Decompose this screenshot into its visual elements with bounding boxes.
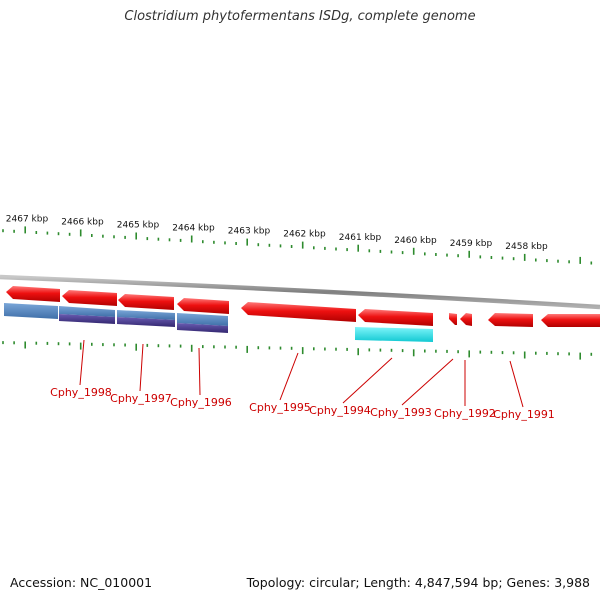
scale-label: 2464 kbp bbox=[172, 224, 215, 234]
feature-bar[interactable] bbox=[4, 303, 58, 319]
scale-labels: 2467 kbp 2466 kbp 2465 kbp 2464 kbp 2463 kbp… bbox=[6, 215, 548, 253]
gene-label[interactable]: Cphy_1995 bbox=[249, 401, 311, 414]
leader-line bbox=[342, 357, 393, 404]
gene-labels: Cphy_1998 Cphy_1997 Cphy_1996 Cphy_1995 … bbox=[50, 339, 555, 421]
map-title: Clostridium phytofermentans ISDg, comple… bbox=[124, 9, 476, 24]
gene-arrow[interactable] bbox=[449, 313, 457, 325]
scale-label: 2463 kbp bbox=[228, 227, 271, 237]
leader-line bbox=[279, 352, 299, 401]
gene-arrow[interactable] bbox=[541, 314, 600, 327]
leader-line bbox=[401, 358, 454, 406]
feature-bar[interactable] bbox=[117, 317, 175, 327]
scale-label: 2461 kbp bbox=[339, 233, 382, 243]
gene-label[interactable]: Cphy_1994 bbox=[309, 404, 371, 417]
feature-bar[interactable] bbox=[117, 310, 175, 320]
gene-label[interactable]: Cphy_1991 bbox=[493, 408, 555, 421]
leader-line bbox=[198, 347, 201, 396]
gene-arrow[interactable] bbox=[460, 313, 472, 326]
leader-line bbox=[139, 343, 144, 392]
gene-arrow[interactable] bbox=[241, 302, 356, 322]
scale-label: 2467 kbp bbox=[6, 215, 49, 225]
scale-label: 2460 kbp bbox=[394, 236, 437, 246]
gene-label[interactable]: Cphy_1997 bbox=[110, 392, 172, 405]
genome-summary-text: Topology: circular; Length: 4,847,594 bp… bbox=[246, 575, 590, 590]
gene-label[interactable]: Cphy_1998 bbox=[50, 386, 112, 399]
feature-bar[interactable] bbox=[59, 306, 115, 317]
feature-track bbox=[4, 303, 433, 342]
scale-label: 2459 kbp bbox=[450, 239, 493, 249]
scale-label: 2462 kbp bbox=[283, 230, 326, 240]
feature-bar[interactable] bbox=[59, 314, 115, 324]
scale-label: 2465 kbp bbox=[117, 221, 160, 231]
leader-line bbox=[79, 339, 85, 386]
feature-bar[interactable] bbox=[355, 327, 433, 342]
accession-text: Accession: NC_010001 bbox=[10, 575, 153, 590]
gene-track bbox=[6, 286, 600, 327]
scale-ticks-bottom bbox=[2, 341, 593, 360]
gene-arrow[interactable] bbox=[488, 313, 533, 327]
gene-arrow[interactable] bbox=[62, 290, 117, 306]
leader-line bbox=[509, 360, 524, 408]
feature-bar[interactable] bbox=[177, 313, 228, 326]
gene-label[interactable]: Cphy_1992 bbox=[434, 407, 496, 420]
gene-arrow[interactable] bbox=[177, 298, 229, 314]
gene-label[interactable]: Cphy_1996 bbox=[170, 396, 232, 409]
gene-arrow[interactable] bbox=[118, 294, 174, 310]
scale-label: 2458 kbp bbox=[505, 242, 548, 252]
genome-backbone bbox=[0, 274, 600, 310]
feature-bar[interactable] bbox=[177, 323, 228, 333]
gene-label[interactable]: Cphy_1993 bbox=[370, 406, 432, 419]
gene-arrow[interactable] bbox=[358, 309, 433, 326]
scale-label: 2466 kbp bbox=[61, 218, 104, 228]
gene-arrow[interactable] bbox=[6, 286, 60, 302]
scale-ticks-top bbox=[2, 226, 593, 265]
